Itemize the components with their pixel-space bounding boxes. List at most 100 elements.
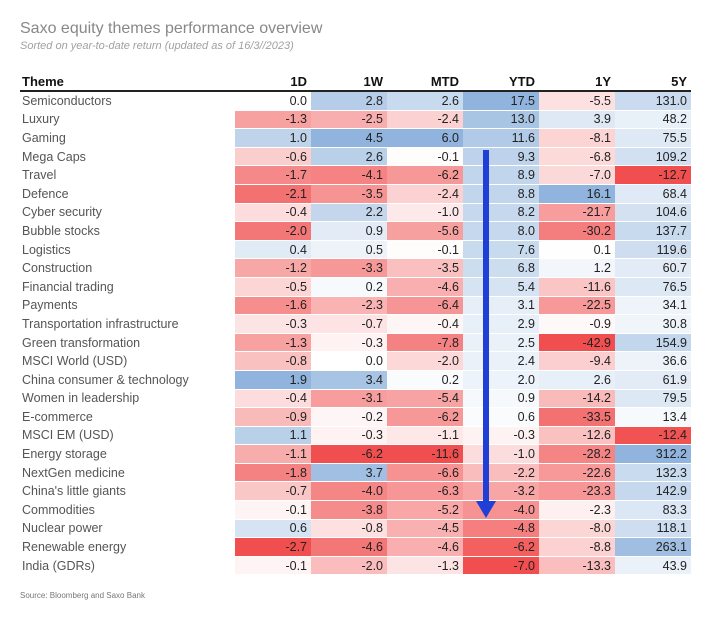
table-row: Construction -1.2 -3.3 -3.5 6.8 1.2 60.7	[20, 258, 691, 278]
cell-1y: -9.4	[539, 351, 615, 371]
cell-1d: -1.3	[235, 110, 311, 130]
theme-label: Semiconductors	[20, 91, 235, 111]
cell-1w: -0.7	[311, 314, 387, 334]
cell-1w: -3.8	[311, 500, 387, 520]
cell-ytd: 2.0	[463, 370, 539, 390]
cell-5y: 48.2	[615, 110, 691, 130]
cell-1d: 0.0	[235, 91, 311, 111]
cell-ytd: -4.0	[463, 500, 539, 520]
cell-ytd: 2.4	[463, 351, 539, 371]
cell-5y: 263.1	[615, 537, 691, 557]
table-row: Bubble stocks -2.0 0.9 -5.6 8.0 -30.2 137.7	[20, 221, 691, 241]
cell-mtd: -0.4	[387, 314, 463, 334]
cell-1w: -0.3	[311, 426, 387, 446]
table-row: Renewable energy -2.7 -4.6 -4.6 -6.2 -8.8 263.…	[20, 537, 691, 557]
table-row: Commodities -0.1 -3.8 -5.2 -4.0 -2.3 83.3	[20, 500, 691, 520]
table-body: Semiconductors 0.0 2.8 2.6 17.5 -5.5 131.0 Luxu…	[20, 91, 691, 576]
cell-1d: -0.7	[235, 481, 311, 502]
column-header-5y: 5Y	[615, 73, 691, 92]
cell-ytd: 11.6	[463, 128, 539, 148]
cell-mtd: -5.6	[387, 221, 463, 241]
column-header-ytd: YTD	[463, 73, 539, 92]
cell-5y: 142.9	[615, 481, 691, 502]
cell-mtd: -1.1	[387, 426, 463, 446]
cell-1w: -0.3	[311, 333, 387, 353]
cell-1y: -42.9	[539, 333, 615, 353]
cell-mtd: -6.6	[387, 463, 463, 483]
table-row: Green transformation -1.3 -0.3 -7.8 2.5 -42.9…	[20, 333, 691, 353]
theme-label: China's little giants	[20, 481, 235, 502]
cell-1d: -2.0	[235, 221, 311, 241]
cell-5y: -12.7	[615, 165, 691, 185]
chart-title: Saxo equity themes performance overview	[20, 20, 323, 37]
cell-1w: 2.2	[311, 203, 387, 223]
header-row: Theme 1D 1W MTD YTD 1Y 5Y	[20, 73, 691, 92]
cell-ytd: 8.0	[463, 221, 539, 241]
cell-1y: 2.6	[539, 370, 615, 390]
cell-1w: 3.4	[311, 370, 387, 390]
cell-1y: -8.8	[539, 537, 615, 557]
cell-1y: -28.2	[539, 444, 615, 464]
table-row: Women in leadership -0.4 -3.1 -5.4 0.9 -14.2 7…	[20, 389, 691, 409]
table-row: Luxury -1.3 -2.5 -2.4 13.0 3.9 48.2	[20, 110, 691, 130]
cell-ytd: 17.5	[463, 91, 539, 111]
theme-label: NextGen medicine	[20, 463, 235, 483]
cell-mtd: 0.2	[387, 370, 463, 390]
cell-1w: 0.2	[311, 277, 387, 297]
cell-mtd: -6.2	[387, 165, 463, 185]
column-header-theme: Theme	[20, 73, 235, 92]
cell-mtd: -0.1	[387, 147, 463, 167]
cell-1w: 2.8	[311, 91, 387, 111]
cell-ytd: 13.0	[463, 110, 539, 130]
table-row: China's little giants -0.7 -4.0 -6.3 -3.2 -23…	[20, 481, 691, 502]
cell-1y: -22.5	[539, 296, 615, 316]
cell-1w: 3.7	[311, 463, 387, 483]
cell-1w: -3.5	[311, 184, 387, 204]
cell-1d: -1.1	[235, 444, 311, 464]
cell-1d: -1.3	[235, 333, 311, 353]
cell-1d: -0.5	[235, 277, 311, 297]
cell-ytd: 7.6	[463, 240, 539, 260]
cell-5y: 79.5	[615, 389, 691, 409]
cell-1w: -3.1	[311, 389, 387, 409]
cell-1d: 1.1	[235, 426, 311, 446]
cell-ytd: -6.2	[463, 537, 539, 557]
theme-label: Payments	[20, 296, 235, 316]
cell-ytd: 2.5	[463, 333, 539, 353]
theme-label: Energy storage	[20, 444, 235, 464]
cell-1w: 0.5	[311, 240, 387, 260]
theme-label: Commodities	[20, 500, 235, 520]
cell-1y: -33.5	[539, 407, 615, 427]
cell-mtd: 2.6	[387, 91, 463, 111]
cell-ytd: 0.9	[463, 389, 539, 409]
theme-label: India (GDRs)	[20, 556, 235, 576]
cell-1d: -0.3	[235, 314, 311, 334]
cell-ytd: -3.2	[463, 481, 539, 502]
cell-1d: -1.2	[235, 258, 311, 278]
column-header-mtd: MTD	[387, 73, 463, 92]
table-row: Mega Caps -0.6 2.6 -0.1 9.3 -6.8 109.2	[20, 147, 691, 167]
cell-ytd: 8.2	[463, 203, 539, 223]
column-header-1d: 1D	[235, 73, 311, 92]
theme-label: Luxury	[20, 110, 235, 130]
table-row: Nuclear power 0.6 -0.8 -4.5 -4.8 -8.0 118.1	[20, 519, 691, 539]
cell-1y: 3.9	[539, 110, 615, 130]
cell-mtd: -2.4	[387, 184, 463, 204]
cell-ytd: 3.1	[463, 296, 539, 316]
column-header-1y: 1Y	[539, 73, 615, 92]
cell-mtd: 6.0	[387, 128, 463, 148]
cell-5y: 60.7	[615, 258, 691, 278]
cell-5y: 154.9	[615, 333, 691, 353]
cell-mtd: -4.5	[387, 519, 463, 539]
column-header-1w: 1W	[311, 73, 387, 92]
cell-ytd: -0.3	[463, 426, 539, 446]
cell-1w: -0.8	[311, 519, 387, 539]
table-row: E-commerce -0.9 -0.2 -6.2 0.6 -33.5 13.4	[20, 407, 691, 427]
cell-mtd: -7.8	[387, 333, 463, 353]
themes-table: Theme 1D 1W MTD YTD 1Y 5Y Semiconductors…	[20, 73, 691, 576]
theme-label: MSCI EM (USD)	[20, 426, 235, 446]
cell-mtd: -2.0	[387, 351, 463, 371]
cell-1d: -1.6	[235, 296, 311, 316]
theme-label: Defence	[20, 184, 235, 204]
cell-mtd: -5.2	[387, 500, 463, 520]
